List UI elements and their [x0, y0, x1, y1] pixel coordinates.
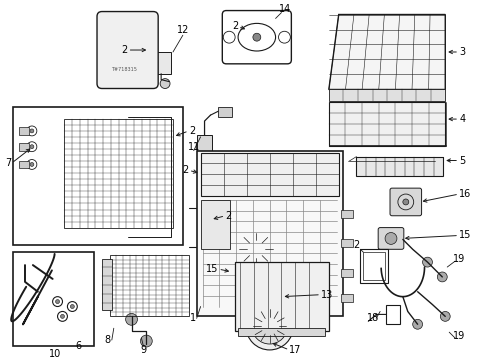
Circle shape	[384, 233, 396, 244]
Text: 16: 16	[458, 189, 470, 199]
FancyBboxPatch shape	[389, 188, 421, 216]
Circle shape	[30, 129, 34, 133]
FancyBboxPatch shape	[97, 12, 158, 89]
Circle shape	[439, 311, 449, 321]
Circle shape	[56, 300, 60, 303]
Bar	[13, 252, 94, 346]
Bar	[200, 200, 230, 249]
Text: 14: 14	[279, 4, 291, 14]
Circle shape	[160, 78, 170, 89]
Text: 5: 5	[458, 156, 465, 166]
Bar	[19, 143, 29, 150]
Bar	[328, 90, 445, 101]
Text: 2: 2	[225, 211, 231, 221]
Text: 2: 2	[353, 240, 359, 250]
Bar	[238, 328, 324, 336]
Text: 4: 4	[458, 114, 464, 124]
Text: 13: 13	[320, 290, 332, 300]
Circle shape	[422, 257, 431, 267]
Text: 19: 19	[452, 254, 464, 264]
Circle shape	[245, 302, 293, 350]
Bar	[235, 262, 328, 331]
Text: 15: 15	[458, 230, 470, 240]
Text: 1: 1	[189, 313, 195, 323]
Text: 10: 10	[48, 349, 61, 359]
Text: 12: 12	[176, 25, 189, 35]
Bar	[200, 153, 338, 196]
Circle shape	[247, 242, 263, 257]
Text: 2: 2	[231, 21, 238, 31]
Circle shape	[402, 199, 408, 205]
Text: 9: 9	[140, 345, 146, 355]
Text: 8: 8	[104, 335, 111, 345]
Bar	[340, 210, 352, 218]
Bar	[360, 249, 387, 283]
Circle shape	[61, 314, 64, 318]
Bar	[386, 305, 399, 324]
Bar	[356, 157, 443, 176]
Bar	[340, 239, 352, 247]
Text: 2: 2	[121, 45, 127, 55]
Bar	[340, 269, 352, 277]
Text: 3: 3	[458, 47, 464, 57]
Text: 15: 15	[205, 264, 218, 274]
Circle shape	[125, 314, 137, 325]
Bar	[19, 127, 29, 135]
Bar	[13, 107, 183, 246]
Text: T#718315: T#718315	[110, 67, 136, 72]
Bar	[110, 255, 188, 316]
Text: 2: 2	[182, 165, 188, 175]
FancyBboxPatch shape	[230, 261, 255, 283]
Text: 18: 18	[366, 313, 379, 323]
Bar	[218, 107, 232, 117]
Text: 6: 6	[75, 341, 81, 351]
Circle shape	[70, 305, 74, 309]
Text: 11: 11	[187, 142, 200, 152]
Circle shape	[412, 319, 422, 329]
Bar	[328, 102, 445, 146]
Circle shape	[252, 33, 260, 41]
FancyBboxPatch shape	[377, 228, 403, 249]
Bar	[153, 52, 171, 74]
Bar	[340, 294, 352, 302]
Bar	[64, 119, 173, 228]
Circle shape	[30, 145, 34, 149]
Circle shape	[228, 222, 283, 277]
Bar	[19, 161, 29, 168]
Bar	[196, 135, 212, 154]
Bar	[102, 259, 112, 310]
Circle shape	[251, 309, 287, 344]
Polygon shape	[328, 14, 445, 90]
Circle shape	[237, 266, 248, 278]
Text: 17: 17	[289, 345, 301, 355]
Text: 2: 2	[188, 126, 195, 136]
Circle shape	[261, 318, 277, 334]
Text: 7: 7	[5, 158, 11, 168]
Bar	[196, 150, 342, 316]
Circle shape	[30, 162, 34, 166]
Bar	[363, 252, 384, 280]
Circle shape	[140, 335, 152, 347]
Circle shape	[436, 272, 447, 282]
Text: 19: 19	[452, 331, 464, 341]
